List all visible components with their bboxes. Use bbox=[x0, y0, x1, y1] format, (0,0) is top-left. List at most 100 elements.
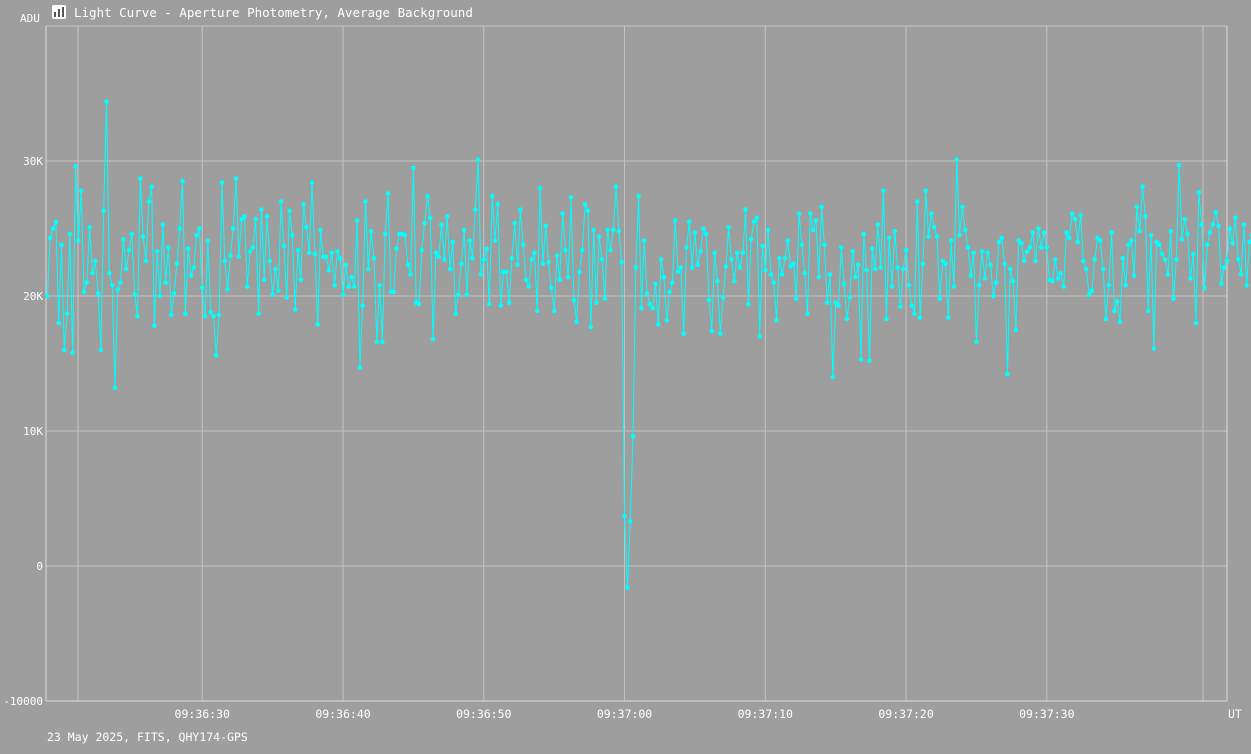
data-point bbox=[537, 185, 543, 191]
data-point bbox=[929, 211, 934, 216]
data-point bbox=[982, 276, 988, 281]
data-point bbox=[596, 234, 602, 239]
data-point bbox=[143, 258, 149, 264]
data-point bbox=[1117, 319, 1123, 324]
data-point bbox=[1092, 257, 1097, 262]
data-point bbox=[450, 239, 456, 245]
data-point bbox=[518, 207, 523, 212]
data-point bbox=[349, 274, 354, 280]
data-point bbox=[1151, 346, 1157, 351]
data-point bbox=[1241, 222, 1247, 227]
data-point bbox=[267, 258, 273, 264]
data-point bbox=[602, 296, 608, 302]
data-point bbox=[591, 227, 596, 233]
data-point bbox=[202, 314, 208, 319]
data-point bbox=[996, 239, 1002, 245]
data-point bbox=[1106, 282, 1112, 288]
chart-app-icon[interactable] bbox=[52, 5, 66, 19]
data-point bbox=[625, 585, 630, 590]
data-point bbox=[923, 188, 929, 193]
data-point bbox=[855, 262, 861, 268]
data-point bbox=[656, 322, 661, 327]
data-point bbox=[323, 254, 329, 260]
data-point bbox=[791, 261, 796, 266]
data-point bbox=[915, 199, 920, 204]
data-point bbox=[230, 226, 236, 231]
data-point bbox=[622, 513, 627, 519]
grid-lines bbox=[46, 25, 1227, 701]
data-point bbox=[751, 219, 757, 225]
data-point bbox=[343, 262, 349, 268]
data-point bbox=[405, 262, 411, 268]
data-point bbox=[104, 99, 109, 104]
data-point bbox=[627, 519, 633, 524]
data-point bbox=[363, 199, 368, 204]
data-point bbox=[788, 264, 793, 269]
data-point bbox=[960, 204, 965, 210]
data-point bbox=[146, 199, 152, 204]
data-point bbox=[1221, 265, 1227, 270]
data-point bbox=[847, 295, 853, 300]
data-point bbox=[62, 347, 67, 353]
data-point bbox=[84, 280, 90, 285]
data-point bbox=[236, 254, 242, 260]
data-point bbox=[447, 266, 453, 272]
data-point bbox=[571, 297, 577, 303]
data-point bbox=[718, 331, 723, 337]
data-point bbox=[495, 201, 501, 207]
data-point bbox=[810, 227, 816, 233]
data-point bbox=[715, 278, 720, 284]
data-point bbox=[667, 289, 672, 295]
data-point bbox=[1236, 257, 1241, 262]
data-point bbox=[47, 235, 53, 241]
data-point bbox=[1019, 241, 1024, 246]
data-point bbox=[701, 226, 706, 231]
data-point bbox=[746, 301, 751, 307]
data-point bbox=[174, 261, 180, 266]
data-point bbox=[684, 245, 689, 250]
data-point bbox=[1238, 272, 1244, 277]
data-point bbox=[557, 277, 563, 283]
data-point bbox=[456, 292, 461, 298]
data-point bbox=[245, 284, 250, 289]
data-point bbox=[140, 234, 146, 239]
data-point bbox=[504, 269, 509, 275]
footer-info: 23 May 2025, FITS, QHY174-GPS bbox=[47, 730, 248, 744]
data-point bbox=[577, 269, 582, 275]
data-point bbox=[368, 228, 374, 234]
data-point bbox=[853, 274, 858, 280]
data-point bbox=[1089, 288, 1095, 293]
data-point bbox=[977, 282, 982, 288]
data-point bbox=[920, 261, 926, 266]
data-point bbox=[1190, 251, 1196, 257]
data-point bbox=[50, 226, 56, 231]
data-point bbox=[64, 311, 70, 316]
data-point bbox=[1171, 296, 1176, 302]
data-point bbox=[430, 336, 436, 342]
data-point bbox=[357, 365, 363, 370]
data-point bbox=[1131, 273, 1137, 279]
data-point bbox=[1036, 226, 1041, 231]
data-point bbox=[337, 255, 343, 261]
data-point bbox=[439, 222, 444, 227]
data-point bbox=[808, 211, 813, 216]
data-point bbox=[1196, 189, 1202, 195]
data-point bbox=[101, 208, 106, 214]
data-point bbox=[641, 238, 647, 243]
data-point bbox=[1230, 241, 1235, 246]
data-point bbox=[352, 284, 357, 289]
data-point bbox=[149, 184, 154, 189]
data-point bbox=[408, 272, 413, 277]
data-point bbox=[861, 231, 867, 237]
data-point bbox=[535, 308, 540, 314]
data-point bbox=[194, 233, 199, 238]
data-point bbox=[543, 223, 548, 229]
data-point bbox=[335, 249, 340, 254]
data-point bbox=[1114, 299, 1120, 304]
data-point bbox=[765, 227, 771, 233]
data-point bbox=[478, 272, 484, 277]
data-point bbox=[878, 265, 883, 270]
data-point bbox=[377, 282, 382, 288]
data-point bbox=[1103, 316, 1109, 322]
data-point bbox=[912, 311, 917, 316]
